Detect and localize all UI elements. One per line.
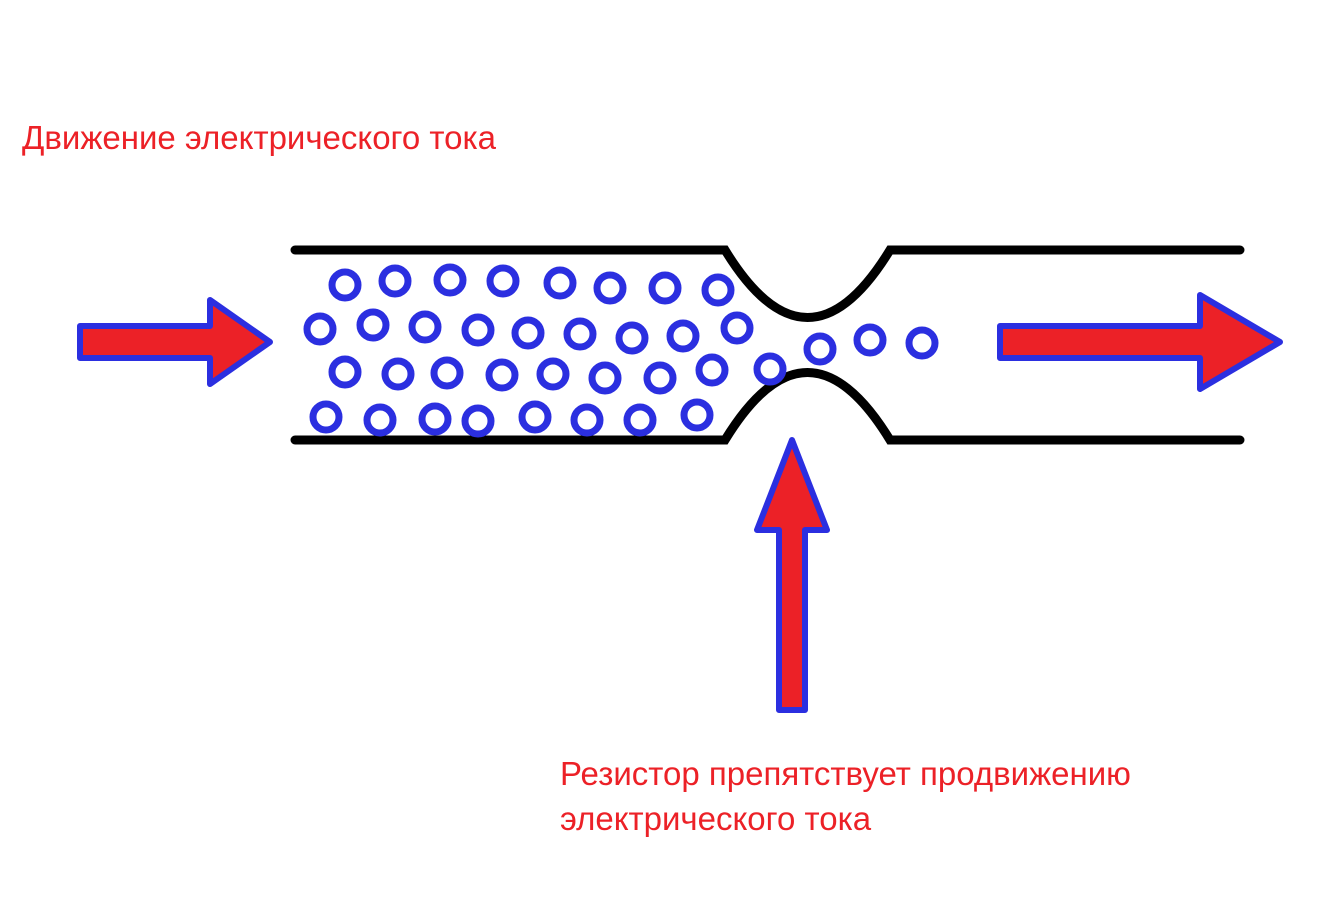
electron-circle [757, 356, 783, 382]
electron-circle [490, 268, 516, 294]
electron-circle [522, 404, 548, 430]
electron-circle [437, 267, 463, 293]
electron-circle [382, 268, 408, 294]
electron-circle [332, 359, 358, 385]
arrow-left [80, 300, 270, 384]
electron-circle [489, 362, 515, 388]
electron-circle [807, 336, 833, 362]
electron-circle [412, 314, 438, 340]
electron-circle [547, 270, 573, 296]
electron-circle [422, 406, 448, 432]
electron-circle [332, 272, 358, 298]
electron-circle [434, 360, 460, 386]
electron-circle [385, 361, 411, 387]
electron-circle [705, 277, 731, 303]
electron-circle [670, 323, 696, 349]
electron-circle [652, 275, 678, 301]
electron-circle [699, 357, 725, 383]
electron-circle [574, 407, 600, 433]
electron-circle [465, 408, 491, 434]
electron-circle [515, 320, 541, 346]
electron-circle [597, 275, 623, 301]
electron-circle [465, 317, 491, 343]
electron-circle [313, 404, 339, 430]
top-label: Движение электрического тока [22, 116, 496, 161]
electron-circle [360, 312, 386, 338]
electron-circle [307, 316, 333, 342]
electron-circle [857, 327, 883, 353]
electron-circle [567, 321, 593, 347]
electron-circle [619, 325, 645, 351]
electron-circle [627, 407, 653, 433]
electron-circle [647, 365, 673, 391]
electron-circle [684, 402, 710, 428]
electron-circle [540, 361, 566, 387]
arrow-right [1000, 295, 1280, 389]
bottom-label: Резистор препятствует продвижению электр… [560, 752, 1131, 841]
electron-circle [909, 330, 935, 356]
electron-circle [592, 365, 618, 391]
electron-circle [724, 315, 750, 341]
arrow-up [757, 440, 827, 710]
electron-circle [367, 407, 393, 433]
